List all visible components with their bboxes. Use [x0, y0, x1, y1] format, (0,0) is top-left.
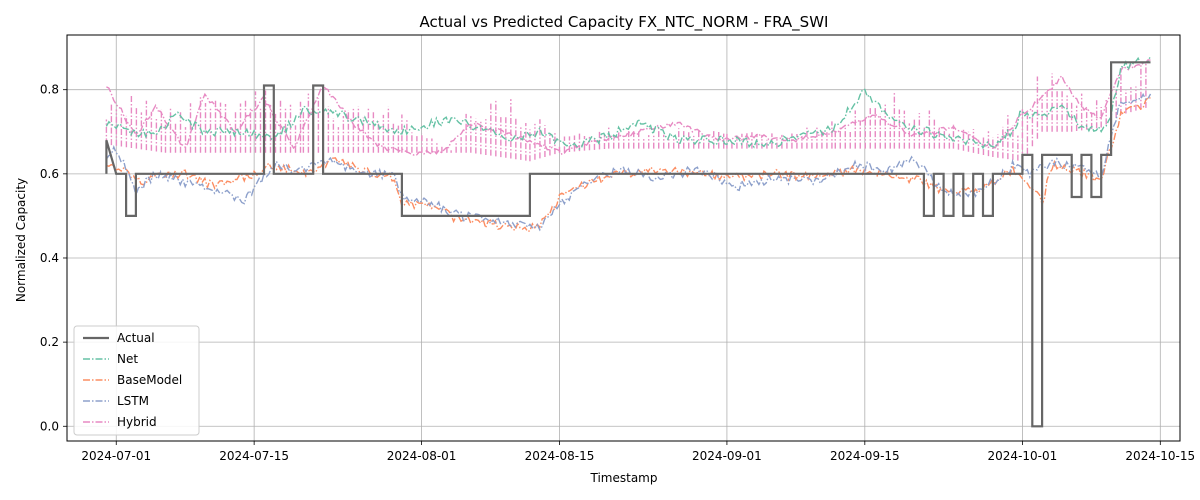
legend-label-hybrid: Hybrid [117, 415, 157, 429]
legend-label-net: Net [117, 352, 138, 366]
legend-box [73, 325, 200, 436]
series-line-net [105, 55, 1152, 150]
y-tick-label: 0.0 [40, 419, 59, 433]
x-tick-label: 2024-07-01 [81, 449, 151, 463]
x-tick-label: 2024-08-15 [525, 449, 595, 463]
series-layer [105, 55, 1152, 428]
x-tick-label: 2024-08-01 [387, 449, 457, 463]
series-line-hybrid [106, 59, 1151, 156]
y-tick-label: 0.6 [40, 167, 59, 181]
legend-label-basemodel: BaseModel [117, 373, 182, 387]
x-tick-label: 2024-10-15 [1125, 449, 1195, 463]
plot-frame [66, 34, 1181, 442]
x-axis-label: Timestamp [590, 471, 658, 485]
y-tick-label: 0.4 [40, 251, 59, 265]
legend-label-actual: Actual [117, 331, 155, 345]
y-tick-label: 0.8 [40, 83, 59, 97]
x-axis: 2024-07-01 2024-07-15 2024-08-01 2024-08-15… [81, 441, 1195, 463]
legend: Actual Net BaseModel LSTM Hybrid [73, 325, 200, 436]
x-tick-label: 2024-09-15 [830, 449, 900, 463]
x-tick-label: 2024-07-15 [219, 449, 289, 463]
y-tick-label: 0.2 [40, 335, 59, 349]
y-axis-label: Normalized Capacity [14, 178, 28, 302]
x-tick-label: 2024-10-01 [988, 449, 1058, 463]
series-line-actual [105, 61, 1151, 428]
series-line-lstm [105, 92, 1152, 232]
chart-title: Actual vs Predicted Capacity FX_NTC_NORM… [420, 13, 829, 32]
x-tick-label: 2024-09-01 [692, 449, 762, 463]
legend-label-lstm: LSTM [117, 394, 149, 408]
y-axis: 0.0 0.2 0.4 0.6 0.8 [40, 83, 67, 433]
